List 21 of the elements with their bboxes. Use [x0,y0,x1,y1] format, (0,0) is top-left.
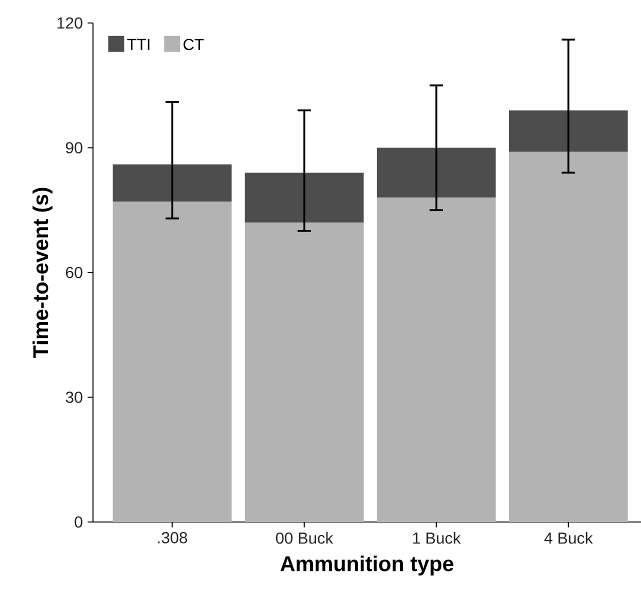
legend-label: CT [184,38,204,50]
bar [376,148,496,198]
bar [112,164,232,202]
bar [376,198,496,522]
bar [244,172,364,223]
y-axis-title: Time-to-event (s) [32,188,52,358]
bar [244,222,364,522]
y-tick-label: 60 [66,266,82,278]
bar [508,152,628,522]
x-tick-label: .308 [158,532,188,544]
x-tick-label: 00 Buck [276,532,334,544]
y-tick-label: 30 [66,392,82,403]
bar [112,202,232,522]
x-tick-label: 4 Buck [544,532,593,544]
legend-label: TTI [127,38,150,50]
y-tick-label: 0 [74,516,82,528]
x-axis-title: Ammunition type [280,556,454,576]
x-tick-label: 1 Buck [413,532,461,544]
bar [508,110,628,152]
y-tick-label: 90 [66,142,82,154]
y-tick-label: 120 [57,17,82,29]
